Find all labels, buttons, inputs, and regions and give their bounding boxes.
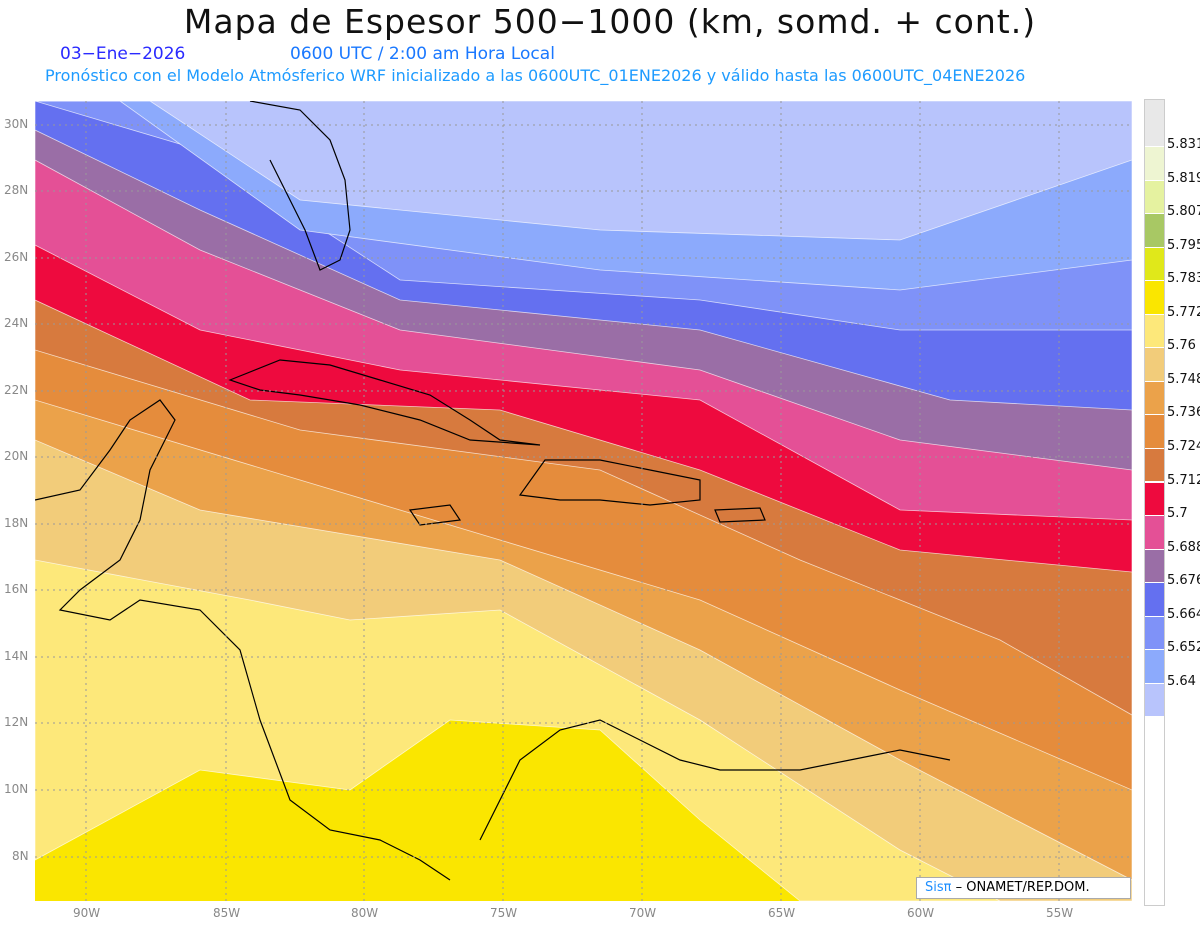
lat-tick-label: 12N <box>4 715 29 729</box>
coastline <box>479 719 951 841</box>
model-subtitle: Pronóstico con el Modelo Atmósferico WRF… <box>45 66 1026 85</box>
colorbar-label: 5.664 <box>1167 606 1200 622</box>
colorbar-swatch <box>1145 516 1164 550</box>
colorbar-swatch <box>1145 180 1164 215</box>
colorbar-label: 5.783 <box>1167 271 1200 287</box>
colorbar-label: 5.736 <box>1167 405 1200 421</box>
forecast-time: 0600 UTC / 2:00 am Hora Local <box>290 44 555 64</box>
lat-tick-label: 20N <box>4 449 29 463</box>
lon-tick-label: 55W <box>1046 906 1074 920</box>
colorbar-swatch <box>1145 650 1164 684</box>
colorbar-label: 5.807 <box>1167 204 1200 220</box>
colorbar-label: 5.772 <box>1167 304 1200 320</box>
colorbar-swatch <box>1145 348 1164 382</box>
map-title: Mapa de Espesor 500−1000 (km, somd. + co… <box>183 2 1037 41</box>
lat-tick-label: 24N <box>4 316 29 330</box>
lat-tick-label: 16N <box>4 582 29 596</box>
colorbar-swatch <box>1145 482 1164 517</box>
lon-tick-label: 85W <box>213 906 241 920</box>
colorbar <box>1144 99 1165 906</box>
colorbar-label: 5.831 <box>1167 137 1200 152</box>
colorbar-swatch <box>1145 448 1164 483</box>
coastline <box>408 504 462 526</box>
colorbar-swatch <box>1145 381 1164 416</box>
colorbar-label: 5.676 <box>1167 573 1200 589</box>
colorbar-swatch <box>1145 281 1164 315</box>
colorbar-swatch <box>1145 247 1164 282</box>
lon-tick-label: 75W <box>490 906 518 920</box>
lat-tick-label: 14N <box>4 649 29 663</box>
thickness-map <box>35 101 1132 901</box>
coastline <box>228 359 541 446</box>
lat-tick-label: 28N <box>4 183 29 197</box>
coastline <box>518 459 701 506</box>
colorbar-label: 5.64 <box>1167 673 1196 689</box>
lat-tick-label: 22N <box>4 383 29 397</box>
colorbar-swatch <box>1145 549 1164 584</box>
colorbar-swatch <box>1145 314 1164 349</box>
colorbar-label: 5.748 <box>1167 371 1200 387</box>
coastline <box>35 399 451 881</box>
thickness-band <box>35 101 1132 241</box>
lon-tick-label: 90W <box>73 906 101 920</box>
colorbar-label: 5.76 <box>1167 338 1196 354</box>
lat-tick-label: 8N <box>12 849 29 863</box>
colorbar-label: 5.795 <box>1167 237 1200 253</box>
colorbar-swatch <box>1145 683 1164 718</box>
forecast-date: 03−Ene−2026 <box>60 44 186 64</box>
colorbar-label: 5.712 <box>1167 472 1200 488</box>
colorbar-label: 5.7 <box>1167 506 1188 522</box>
credit-text: – ONAMET/REP.DOM. <box>951 880 1090 895</box>
credit-box: Sisπ – ONAMET/REP.DOM. <box>916 877 1131 899</box>
colorbar-swatch <box>1145 214 1164 248</box>
lat-tick-label: 30N <box>4 117 29 131</box>
lat-tick-label: 26N <box>4 250 29 264</box>
sispi-logo: Sisπ <box>925 880 952 895</box>
colorbar-swatch <box>1145 100 1164 147</box>
coastline <box>249 101 351 271</box>
colorbar-label: 5.724 <box>1167 438 1200 454</box>
colorbar-label: 5.688 <box>1167 539 1200 555</box>
lon-tick-label: 80W <box>351 906 379 920</box>
lon-tick-label: 65W <box>768 906 796 920</box>
colorbar-swatch <box>1145 415 1164 449</box>
colorbar-label: 5.819 <box>1167 170 1200 186</box>
lat-tick-label: 10N <box>4 782 29 796</box>
colorbar-label: 5.652 <box>1167 640 1200 656</box>
colorbar-swatch <box>1145 583 1164 617</box>
coastline <box>714 507 766 523</box>
lon-tick-label: 60W <box>907 906 935 920</box>
lon-tick-label: 70W <box>629 906 657 920</box>
colorbar-swatch <box>1145 616 1164 651</box>
colorbar-swatch <box>1145 147 1164 181</box>
lat-tick-label: 18N <box>4 516 29 530</box>
